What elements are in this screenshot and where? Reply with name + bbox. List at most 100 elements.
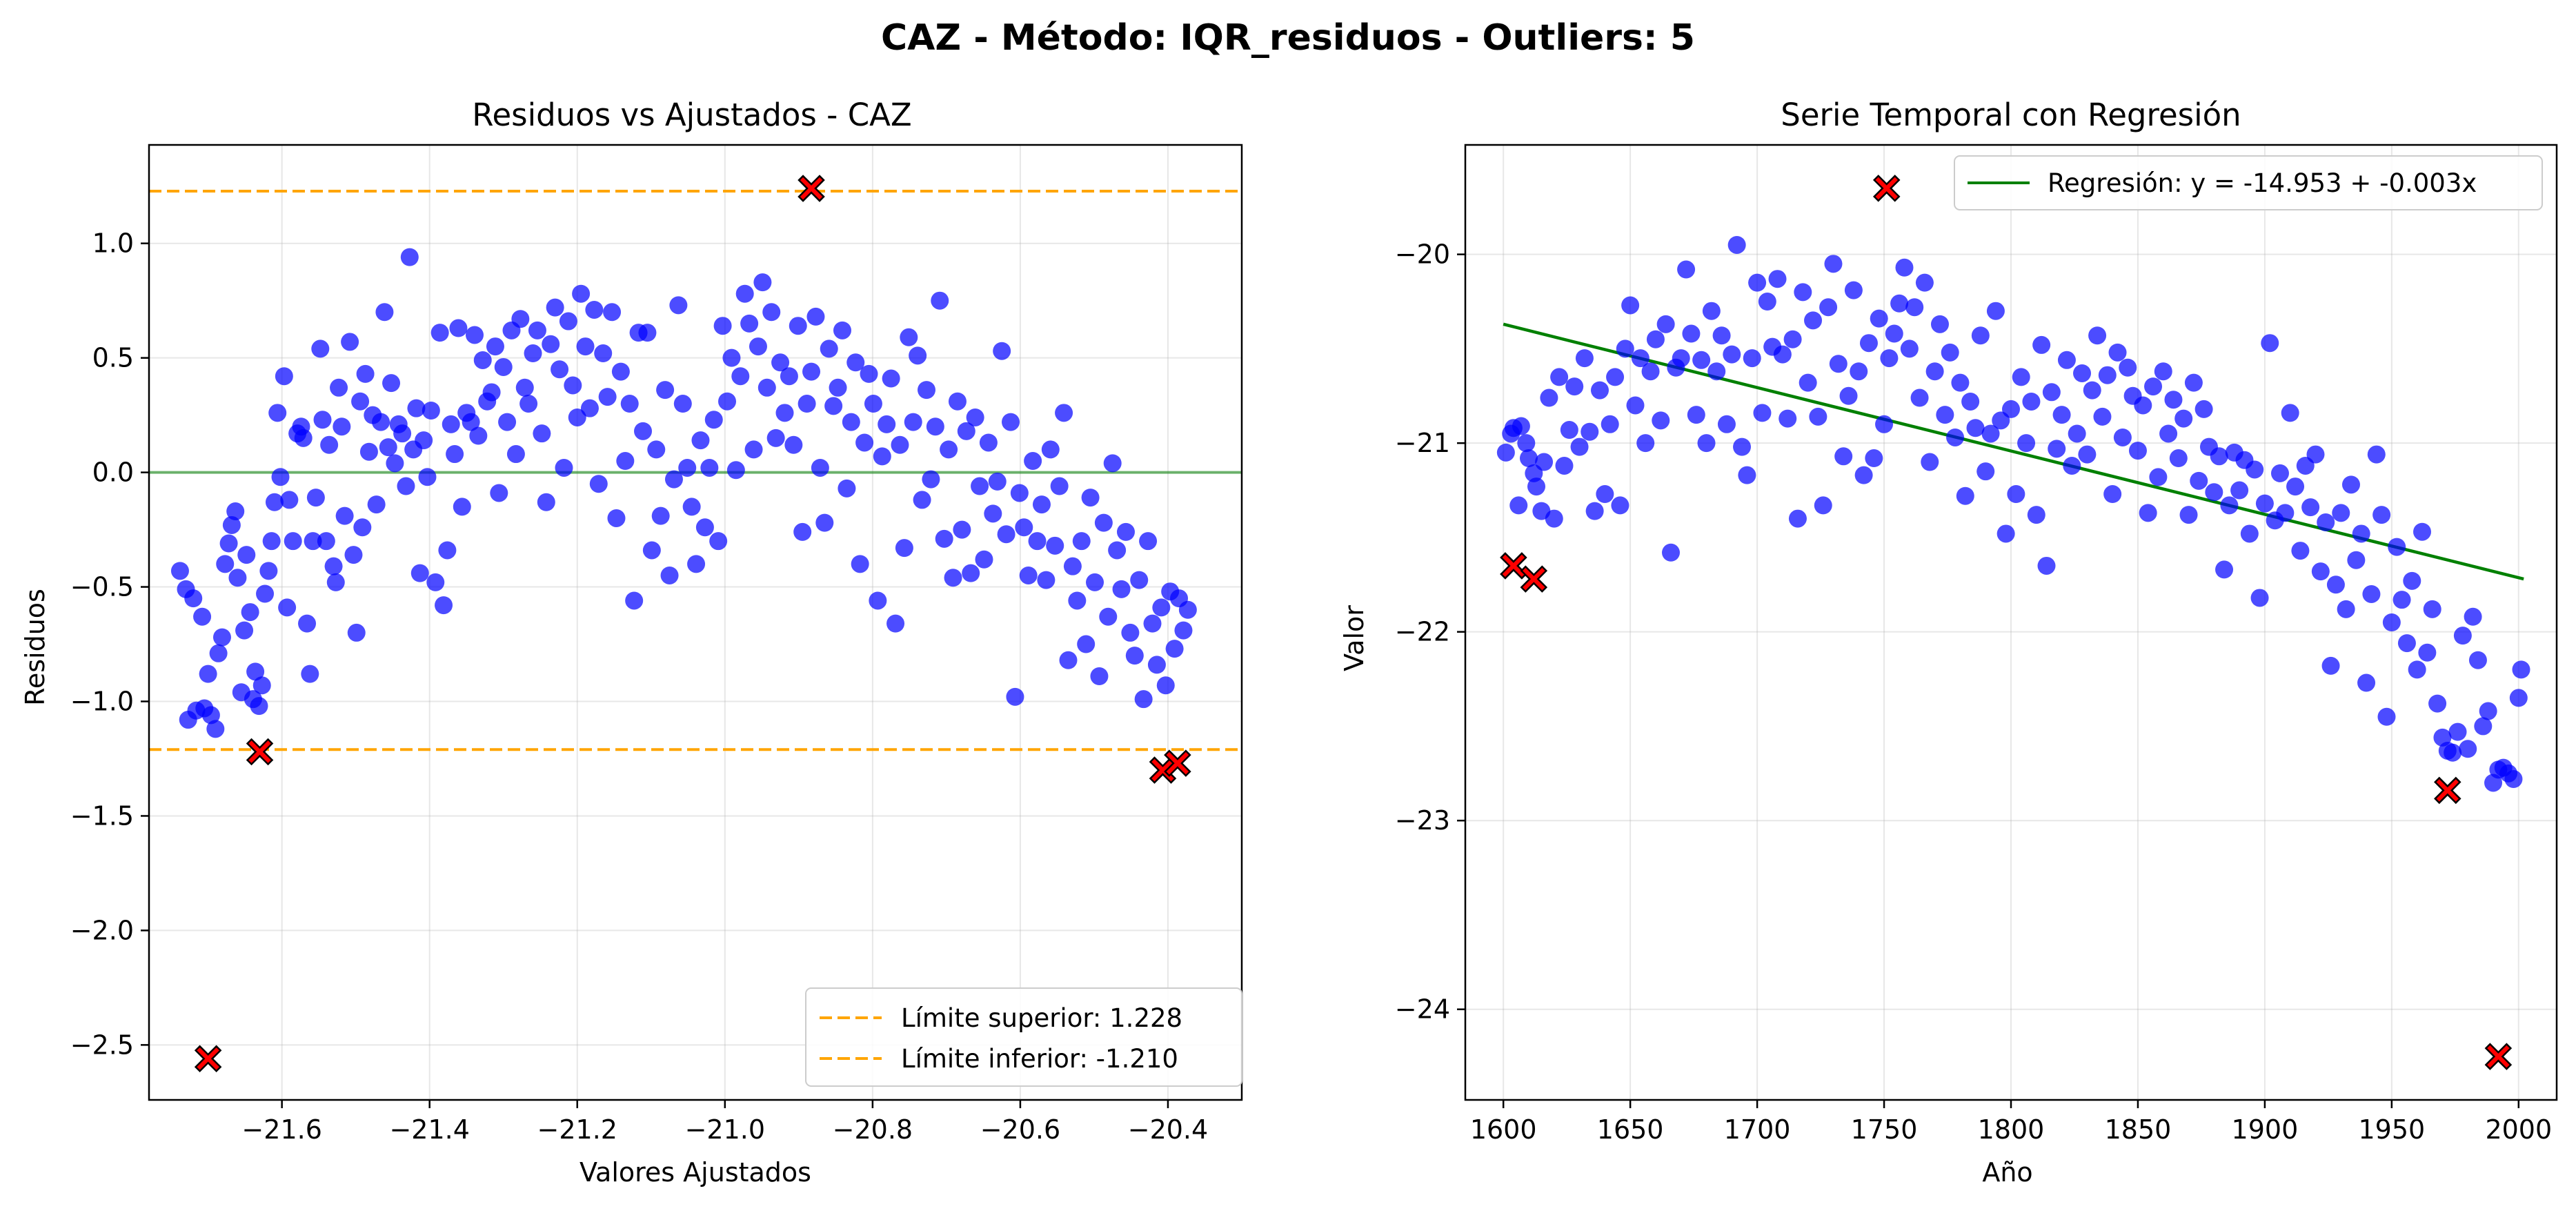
data-point	[1512, 417, 1530, 435]
data-point	[1804, 311, 1823, 330]
data-point	[250, 697, 268, 716]
data-point	[1621, 296, 1640, 315]
data-point	[2190, 471, 2208, 490]
data-point	[2108, 343, 2127, 362]
x-tick-label: 1800	[1978, 1114, 2045, 1145]
data-point	[386, 454, 404, 473]
data-point	[997, 525, 1015, 544]
data-point	[909, 346, 927, 365]
data-point	[2017, 434, 2036, 453]
data-point	[1809, 407, 1827, 426]
data-point	[2210, 447, 2228, 466]
data-point	[2154, 362, 2172, 381]
data-point	[382, 374, 401, 393]
data-point	[984, 504, 1002, 523]
data-point	[400, 248, 419, 266]
data-point	[1130, 571, 1149, 589]
data-point	[1723, 345, 1741, 364]
timeseries-plot-title: Serie Temporal con Regresión	[1781, 97, 2241, 133]
data-point	[498, 413, 517, 431]
data-point	[265, 493, 284, 511]
data-point	[2068, 424, 2086, 443]
x-tick-label: −21.0	[685, 1114, 765, 1145]
data-point	[1611, 496, 1629, 515]
data-point	[1697, 434, 1716, 453]
data-point	[2413, 522, 2432, 541]
data-point	[660, 566, 679, 584]
y-tick-label: 0.5	[92, 343, 134, 373]
data-point	[722, 348, 741, 367]
data-point	[709, 532, 728, 551]
data-point	[2377, 707, 2396, 726]
data-point	[2321, 656, 2340, 675]
data-point	[931, 291, 949, 310]
data-point	[1859, 334, 1878, 353]
data-point	[922, 470, 940, 489]
data-point	[691, 431, 710, 450]
data-point	[1976, 462, 1995, 481]
data-point	[1072, 532, 1091, 551]
data-point	[2372, 506, 2391, 524]
data-point	[2139, 504, 2157, 522]
y-tick-label: −21	[1395, 428, 1450, 458]
data-point	[1570, 437, 1589, 456]
data-point	[453, 498, 471, 516]
data-point	[1870, 309, 1888, 328]
data-point	[2418, 643, 2437, 662]
data-point	[1059, 651, 1078, 669]
data-point	[1717, 415, 1736, 433]
data-point	[966, 408, 984, 426]
x-tick-label: 2000	[2485, 1114, 2552, 1145]
y-tick-label: 1.0	[92, 228, 134, 259]
data-point	[278, 598, 297, 617]
data-point	[713, 317, 732, 335]
data-point	[2504, 770, 2523, 789]
x-tick-label: 1900	[2232, 1114, 2299, 1145]
data-point	[446, 445, 464, 464]
data-point	[268, 404, 287, 422]
outlier-point	[1164, 749, 1191, 777]
data-point	[2119, 358, 2137, 377]
data-point	[1829, 355, 1847, 373]
data-point	[1174, 621, 1193, 640]
timeseries-plot-grid	[1465, 145, 2557, 1100]
data-point	[1626, 396, 1645, 415]
data-point	[771, 353, 790, 372]
data-point	[372, 413, 390, 431]
data-point	[2301, 498, 2320, 517]
data-point	[869, 591, 887, 610]
data-point	[766, 429, 785, 447]
data-point	[226, 502, 245, 521]
data-point	[607, 509, 626, 527]
timeseries-plot-outliers	[1500, 175, 2513, 1070]
residuals-plot-axes: −21.6 −21.4 −21.2 −21.0 −20.8 −20.6 −20.4 −2.5 −…	[70, 144, 1243, 1145]
data-point	[482, 383, 501, 402]
data-point	[1540, 388, 1558, 407]
data-point	[1108, 541, 1127, 560]
y-tick-label: −1.5	[70, 800, 134, 831]
data-point	[533, 424, 551, 443]
data-point	[511, 310, 530, 328]
data-point	[2388, 538, 2406, 556]
data-point	[1590, 381, 1609, 400]
data-point	[2179, 506, 2198, 524]
outlier-point	[246, 738, 274, 766]
data-point	[784, 435, 803, 454]
data-point	[2048, 440, 2066, 458]
data-point	[313, 411, 332, 429]
data-point	[1550, 368, 1569, 386]
data-point	[572, 284, 591, 303]
data-point	[1015, 518, 1033, 537]
data-point	[1794, 283, 1812, 302]
data-point	[1900, 339, 1919, 358]
data-point	[2397, 634, 2416, 653]
y-tick-label: −2.5	[70, 1030, 134, 1060]
data-point	[1895, 258, 1914, 277]
data-point	[780, 367, 798, 386]
data-point	[1028, 532, 1047, 551]
data-point	[2306, 445, 2325, 464]
data-point	[1854, 466, 1873, 484]
data-point	[2128, 442, 2147, 460]
data-point	[397, 477, 415, 495]
data-point	[1496, 443, 1515, 462]
